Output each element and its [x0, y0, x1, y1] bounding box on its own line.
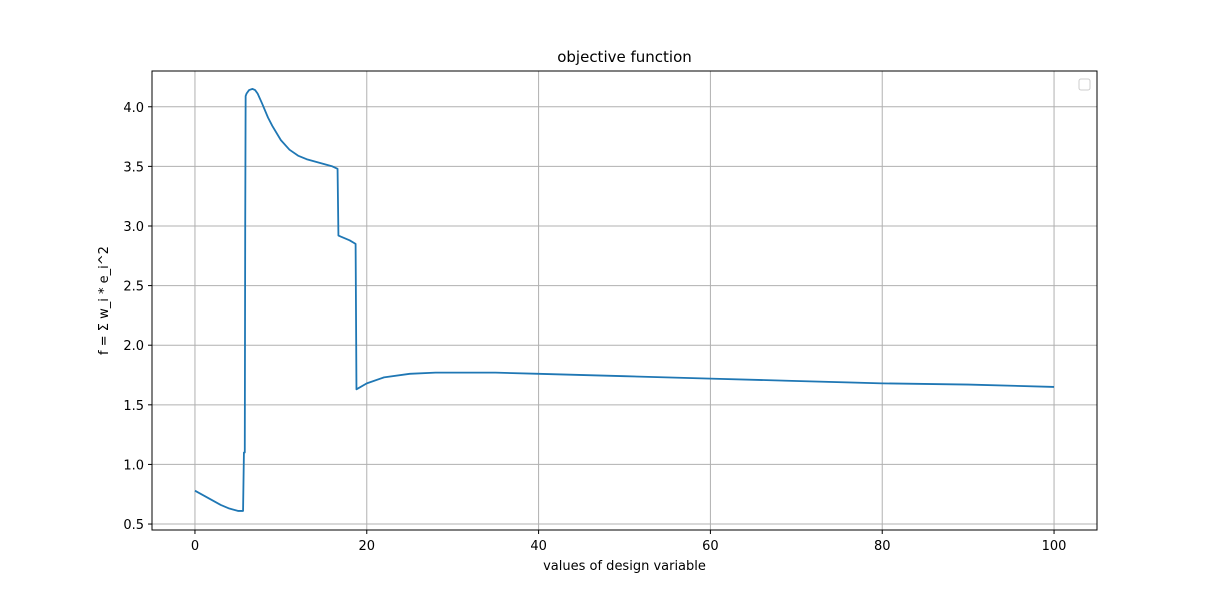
legend-box — [1078, 78, 1091, 91]
y-tick-label: 2.0 — [123, 339, 144, 354]
ticks: 0 20 40 60 80 100 0.5 1.0 1.5 2.0 2.5 3.0 3.5 4.0 — [123, 101, 1066, 554]
x-tick-label: 100 — [1042, 539, 1067, 554]
x-tick-label: 20 — [358, 539, 375, 554]
series-line — [194, 87, 1055, 512]
series-layer — [194, 87, 1055, 512]
y-tick-label: 2.5 — [123, 280, 144, 295]
y-axis-label: f = Σ w_i * e_i^2 — [97, 246, 112, 355]
x-tick-label: 80 — [874, 539, 891, 554]
plot-frame — [151, 70, 1098, 531]
y-tick-label: 1.0 — [123, 458, 144, 473]
y-tick-label: 3.0 — [123, 220, 144, 235]
y-tick-label: 1.5 — [123, 399, 144, 414]
chart-title: objective function — [557, 48, 692, 66]
x-tick-label: 0 — [191, 539, 199, 554]
x-tick-label: 60 — [702, 539, 719, 554]
x-axis-label: values of design variable — [543, 559, 706, 574]
x-tick-label: 40 — [530, 539, 547, 554]
y-tick-label: 4.0 — [123, 101, 144, 116]
grid — [152, 71, 1097, 530]
y-tick-label: 3.5 — [123, 160, 144, 175]
y-tick-label: 0.5 — [123, 518, 144, 533]
